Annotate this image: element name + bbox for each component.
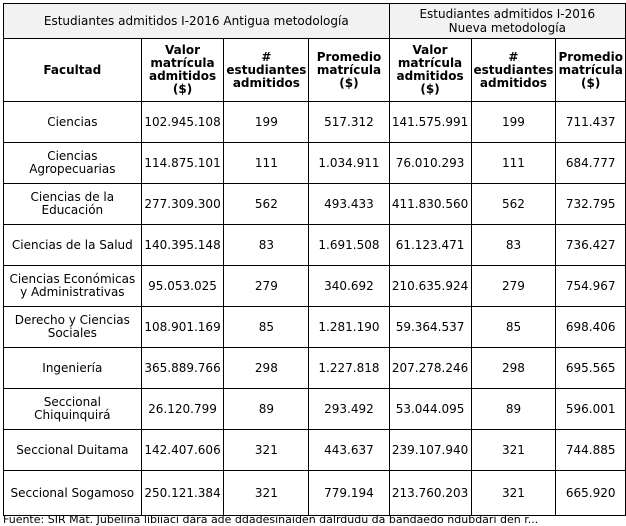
cell-prom-old: 779.194 xyxy=(308,470,390,516)
cell-num-old: 89 xyxy=(223,388,310,430)
cell-prom-new: 744.885 xyxy=(555,429,626,471)
group-header-old: Estudiantes admitidos I-2016 Antigua met… xyxy=(3,3,390,39)
cell-valor-new: 59.364.537 xyxy=(388,306,472,348)
cell-num-old: 199 xyxy=(223,101,310,143)
cell-valor-new: 53.044.095 xyxy=(388,388,472,430)
cell-num-old: 111 xyxy=(223,142,310,184)
table-row: Seccional Chiquinquirá 26.120.799 89 293… xyxy=(3,388,626,430)
table-row: Seccional Sogamoso 250.121.384 321 779.1… xyxy=(3,470,626,516)
cell-facultad: Ingeniería xyxy=(3,347,142,389)
cell-facultad: Ciencias xyxy=(3,101,142,143)
cell-num-new: 85 xyxy=(470,306,557,348)
cell-prom-new: 695.565 xyxy=(555,347,626,389)
cell-prom-old: 1.227.818 xyxy=(308,347,390,389)
cell-valor-new: 61.123.471 xyxy=(388,224,472,266)
cell-prom-new: 711.437 xyxy=(555,101,626,143)
table-row: Derecho y Ciencias Sociales 108.901.169 … xyxy=(3,306,626,348)
cell-num-old: 83 xyxy=(223,224,310,266)
cell-num-new: 199 xyxy=(470,101,557,143)
cell-facultad: Seccional Duitama xyxy=(3,429,142,471)
table-row: Seccional Duitama 142.407.606 321 443.63… xyxy=(3,429,626,471)
cell-facultad: Ciencias Económicas y Administrativas xyxy=(3,265,142,307)
cell-num-new: 562 xyxy=(470,183,557,225)
group-header-new-line1: Estudiantes admitidos I-2016 xyxy=(419,7,596,21)
col-header-valor-old: Valor matrícula admitidos ($) xyxy=(140,38,225,102)
cell-valor-old: 142.407.606 xyxy=(140,429,225,471)
table-row: Ciencias Agropecuarias 114.875.101 111 1… xyxy=(3,142,626,184)
cell-num-new: 321 xyxy=(470,429,557,471)
cell-num-new: 279 xyxy=(470,265,557,307)
cell-valor-new: 411.830.560 xyxy=(388,183,472,225)
admissions-table: Estudiantes admitidos I-2016 Antigua met… xyxy=(3,3,626,516)
cell-prom-old: 1.691.508 xyxy=(308,224,390,266)
col-header-num-new: # estudiantes admitidos xyxy=(470,38,557,102)
cell-num-new: 89 xyxy=(470,388,557,430)
col-header-prom-old: Promedio matrícula ($) xyxy=(308,38,390,102)
col-header-valor-new: Valor matrícula admitidos ($) xyxy=(388,38,472,102)
cell-num-old: 279 xyxy=(223,265,310,307)
cell-num-old: 321 xyxy=(223,429,310,471)
cell-valor-old: 277.309.300 xyxy=(140,183,225,225)
cell-facultad: Ciencias de la Salud xyxy=(3,224,142,266)
col-header-facultad: Facultad xyxy=(3,38,142,102)
cell-num-new: 298 xyxy=(470,347,557,389)
cell-prom-new: 665.920 xyxy=(555,470,626,516)
cell-valor-new: 210.635.924 xyxy=(388,265,472,307)
cell-facultad: Derecho y Ciencias Sociales xyxy=(3,306,142,348)
cell-valor-old: 102.945.108 xyxy=(140,101,225,143)
cell-prom-old: 1.281.190 xyxy=(308,306,390,348)
group-header-new-line2: Nueva metodología xyxy=(448,21,566,35)
cell-valor-new: 239.107.940 xyxy=(388,429,472,471)
cell-valor-new: 76.010.293 xyxy=(388,142,472,184)
group-header-new: Estudiantes admitidos I-2016 Nueva metod… xyxy=(388,3,626,39)
cell-facultad: Seccional Sogamoso xyxy=(3,470,142,516)
col-header-prom-new: Promedio matrícula ($) xyxy=(555,38,626,102)
cell-num-new: 111 xyxy=(470,142,557,184)
cell-prom-old: 493.433 xyxy=(308,183,390,225)
cell-valor-old: 140.395.148 xyxy=(140,224,225,266)
cell-num-old: 85 xyxy=(223,306,310,348)
cell-prom-new: 732.795 xyxy=(555,183,626,225)
cell-num-new: 83 xyxy=(470,224,557,266)
cell-valor-new: 213.760.203 xyxy=(388,470,472,516)
cell-valor-new: 207.278.246 xyxy=(388,347,472,389)
cell-num-new: 321 xyxy=(470,470,557,516)
cell-valor-old: 95.053.025 xyxy=(140,265,225,307)
cell-valor-old: 108.901.169 xyxy=(140,306,225,348)
table-row: Ingeniería 365.889.766 298 1.227.818 207… xyxy=(3,347,626,389)
cell-prom-old: 443.637 xyxy=(308,429,390,471)
cell-valor-new: 141.575.991 xyxy=(388,101,472,143)
cell-prom-old: 293.492 xyxy=(308,388,390,430)
cell-valor-old: 114.875.101 xyxy=(140,142,225,184)
table-row: Ciencias 102.945.108 199 517.312 141.575… xyxy=(3,101,626,143)
cell-num-old: 321 xyxy=(223,470,310,516)
cell-num-old: 562 xyxy=(223,183,310,225)
cell-valor-old: 26.120.799 xyxy=(140,388,225,430)
cell-prom-new: 754.967 xyxy=(555,265,626,307)
cell-num-old: 298 xyxy=(223,347,310,389)
cell-valor-old: 250.121.384 xyxy=(140,470,225,516)
cell-prom-new: 736.427 xyxy=(555,224,626,266)
cell-prom-new: 698.406 xyxy=(555,306,626,348)
cell-valor-old: 365.889.766 xyxy=(140,347,225,389)
table-row: Ciencias de la Salud 140.395.148 83 1.69… xyxy=(3,224,626,266)
cell-facultad: Seccional Chiquinquirá xyxy=(3,388,142,430)
cell-prom-new: 596.001 xyxy=(555,388,626,430)
cell-facultad: Ciencias de la Educación xyxy=(3,183,142,225)
cell-prom-old: 1.034.911 xyxy=(308,142,390,184)
cell-prom-new: 684.777 xyxy=(555,142,626,184)
table-row: Ciencias de la Educación 277.309.300 562… xyxy=(3,183,626,225)
table-row: Ciencias Económicas y Administrativas 95… xyxy=(3,265,626,307)
cell-prom-old: 517.312 xyxy=(308,101,390,143)
col-header-num-old: # estudiantes admitidos xyxy=(223,38,310,102)
cell-prom-old: 340.692 xyxy=(308,265,390,307)
cell-facultad: Ciencias Agropecuarias xyxy=(3,142,142,184)
source-footnote: Fuente: SIR Mat. Jubelina libiiaci dara … xyxy=(3,514,539,526)
